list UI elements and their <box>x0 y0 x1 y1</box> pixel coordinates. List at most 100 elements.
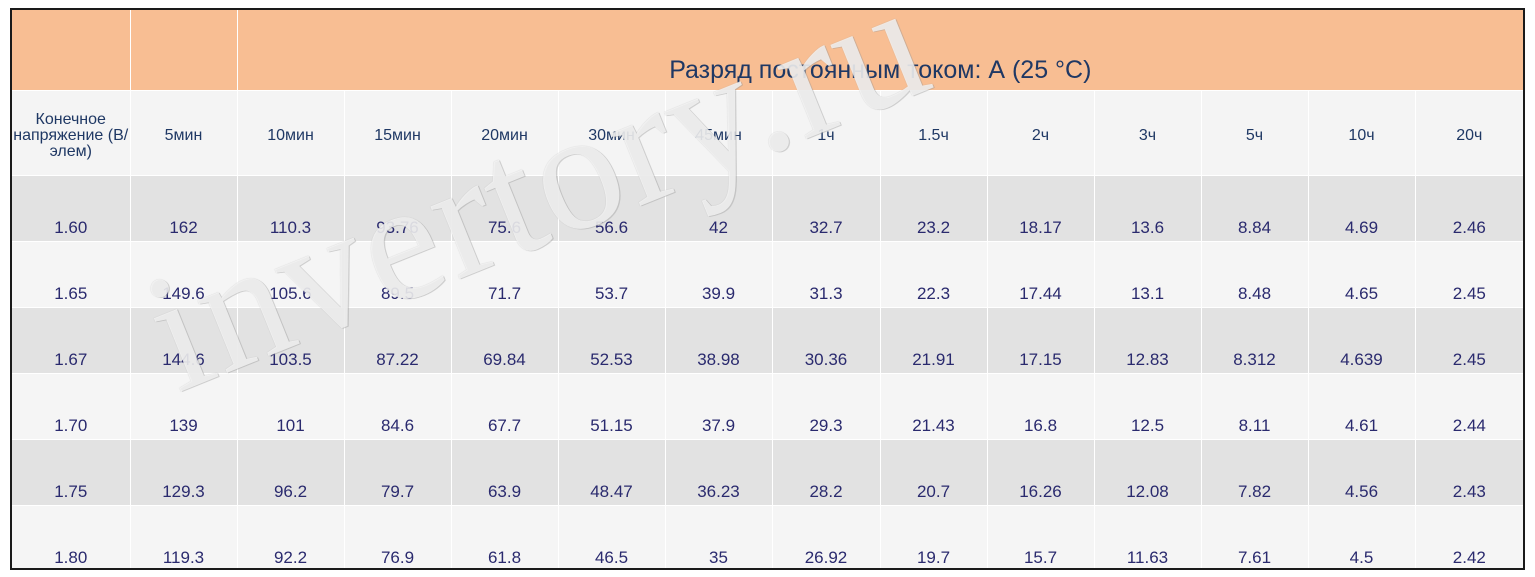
current-value-cell: 11.63 <box>1093 504 1201 568</box>
current-value-cell: 16.8 <box>986 372 1094 439</box>
current-value-cell: 30.36 <box>771 306 880 373</box>
current-value-cell: 35 <box>664 504 772 568</box>
current-value-cell: 13.1 <box>1093 240 1201 307</box>
current-value-cell: 93.76 <box>343 174 451 241</box>
current-value-cell: 48.47 <box>557 438 665 505</box>
current-value-cell: 17.15 <box>986 306 1094 373</box>
current-value-cell: 69.84 <box>450 306 558 373</box>
column-header: 2ч <box>986 89 1094 175</box>
title-blank-cell <box>129 10 237 90</box>
current-value-cell: 29.3 <box>771 372 880 439</box>
current-value-cell: 12.83 <box>1093 306 1201 373</box>
current-value-cell: 4.61 <box>1307 372 1415 439</box>
current-value-cell: 139 <box>129 372 237 439</box>
current-value-cell: 21.43 <box>879 372 987 439</box>
current-value-cell: 2.46 <box>1414 174 1523 241</box>
end-voltage-cell: 1.60 <box>12 174 130 241</box>
current-value-cell: 37.9 <box>664 372 772 439</box>
column-header: 1ч <box>771 89 880 175</box>
current-value-cell: 4.56 <box>1307 438 1415 505</box>
current-value-cell: 15.7 <box>986 504 1094 568</box>
current-value-cell: 162 <box>129 174 237 241</box>
current-value-cell: 67.7 <box>450 372 558 439</box>
column-header: 3ч <box>1093 89 1201 175</box>
current-value-cell: 92.2 <box>236 504 344 568</box>
current-value-cell: 22.3 <box>879 240 987 307</box>
current-value-cell: 4.639 <box>1307 306 1415 373</box>
column-header: 20мин <box>450 89 558 175</box>
column-header: 20ч <box>1414 89 1523 175</box>
end-voltage-cell: 1.70 <box>12 372 130 439</box>
current-value-cell: 53.7 <box>557 240 665 307</box>
column-header: 45мин <box>664 89 772 175</box>
current-value-cell: 75.6 <box>450 174 558 241</box>
current-value-cell: 46.5 <box>557 504 665 568</box>
current-value-cell: 18.17 <box>986 174 1094 241</box>
current-value-cell: 8.84 <box>1200 174 1308 241</box>
current-value-cell: 32.7 <box>771 174 880 241</box>
current-value-cell: 8.48 <box>1200 240 1308 307</box>
current-value-cell: 96.2 <box>236 438 344 505</box>
current-value-cell: 119.3 <box>129 504 237 568</box>
discharge-table: Разряд постоянным током: А (25 °C) Конеч… <box>12 10 1523 568</box>
current-value-cell: 63.9 <box>450 438 558 505</box>
current-value-cell: 2.42 <box>1414 504 1523 568</box>
current-value-cell: 71.7 <box>450 240 558 307</box>
table-row: 1.65 149.6 105.6 89.5 71.7 53.7 39.9 31.3 22.3 17… <box>12 240 1523 307</box>
current-value-cell: 31.3 <box>771 240 880 307</box>
end-voltage-cell: 1.67 <box>12 306 130 373</box>
current-value-cell: 42 <box>664 174 772 241</box>
current-value-cell: 61.8 <box>450 504 558 568</box>
current-value-cell: 23.2 <box>879 174 987 241</box>
current-value-cell: 7.61 <box>1200 504 1308 568</box>
title-corner-cell <box>12 10 130 90</box>
current-value-cell: 13.6 <box>1093 174 1201 241</box>
current-value-cell: 144.6 <box>129 306 237 373</box>
current-value-cell: 149.6 <box>129 240 237 307</box>
current-value-cell: 89.5 <box>343 240 451 307</box>
header-row: Конечное напряжение (В/элем) 5мин 10мин 15… <box>12 89 1523 175</box>
current-value-cell: 17.44 <box>986 240 1094 307</box>
current-value-cell: 12.08 <box>1093 438 1201 505</box>
column-header: 5ч <box>1200 89 1308 175</box>
current-value-cell: 4.5 <box>1307 504 1415 568</box>
end-voltage-cell: 1.80 <box>12 504 130 568</box>
end-voltage-cell: 1.65 <box>12 240 130 307</box>
current-value-cell: 2.44 <box>1414 372 1523 439</box>
current-value-cell: 2.45 <box>1414 306 1523 373</box>
table-title: Разряд постоянным током: А (25 °C) <box>236 10 1523 90</box>
current-value-cell: 8.11 <box>1200 372 1308 439</box>
current-value-cell: 2.43 <box>1414 438 1523 505</box>
title-row: Разряд постоянным током: А (25 °C) <box>12 10 1523 90</box>
current-value-cell: 103.5 <box>236 306 344 373</box>
current-value-cell: 129.3 <box>129 438 237 505</box>
current-value-cell: 39.9 <box>664 240 772 307</box>
current-value-cell: 26.92 <box>771 504 880 568</box>
current-value-cell: 84.6 <box>343 372 451 439</box>
current-value-cell: 38.98 <box>664 306 772 373</box>
column-header: 15мин <box>343 89 451 175</box>
current-value-cell: 56.6 <box>557 174 665 241</box>
table-row: 1.67 144.6 103.5 87.22 69.84 52.53 38.98 30.36 2… <box>12 306 1523 373</box>
current-value-cell: 51.15 <box>557 372 665 439</box>
current-value-cell: 4.65 <box>1307 240 1415 307</box>
table-row: 1.80 119.3 92.2 76.9 61.8 46.5 35 26.92 19.7 15.7… <box>12 504 1523 568</box>
current-value-cell: 12.5 <box>1093 372 1201 439</box>
current-value-cell: 2.45 <box>1414 240 1523 307</box>
current-value-cell: 101 <box>236 372 344 439</box>
table-row: 1.75 129.3 96.2 79.7 63.9 48.47 36.23 28.2 20.7 1… <box>12 438 1523 505</box>
current-value-cell: 7.82 <box>1200 438 1308 505</box>
current-value-cell: 20.7 <box>879 438 987 505</box>
current-value-cell: 52.53 <box>557 306 665 373</box>
table-body: 1.60 162 110.3 93.76 75.6 56.6 42 32.7 23.2 18.17… <box>12 174 1523 568</box>
current-value-cell: 8.312 <box>1200 306 1308 373</box>
current-value-cell: 36.23 <box>664 438 772 505</box>
column-header: 1.5ч <box>879 89 987 175</box>
column-header: 30мин <box>557 89 665 175</box>
column-header: 10ч <box>1307 89 1415 175</box>
current-value-cell: 4.69 <box>1307 174 1415 241</box>
current-value-cell: 16.26 <box>986 438 1094 505</box>
current-value-cell: 76.9 <box>343 504 451 568</box>
column-header: 10мин <box>236 89 344 175</box>
current-value-cell: 19.7 <box>879 504 987 568</box>
